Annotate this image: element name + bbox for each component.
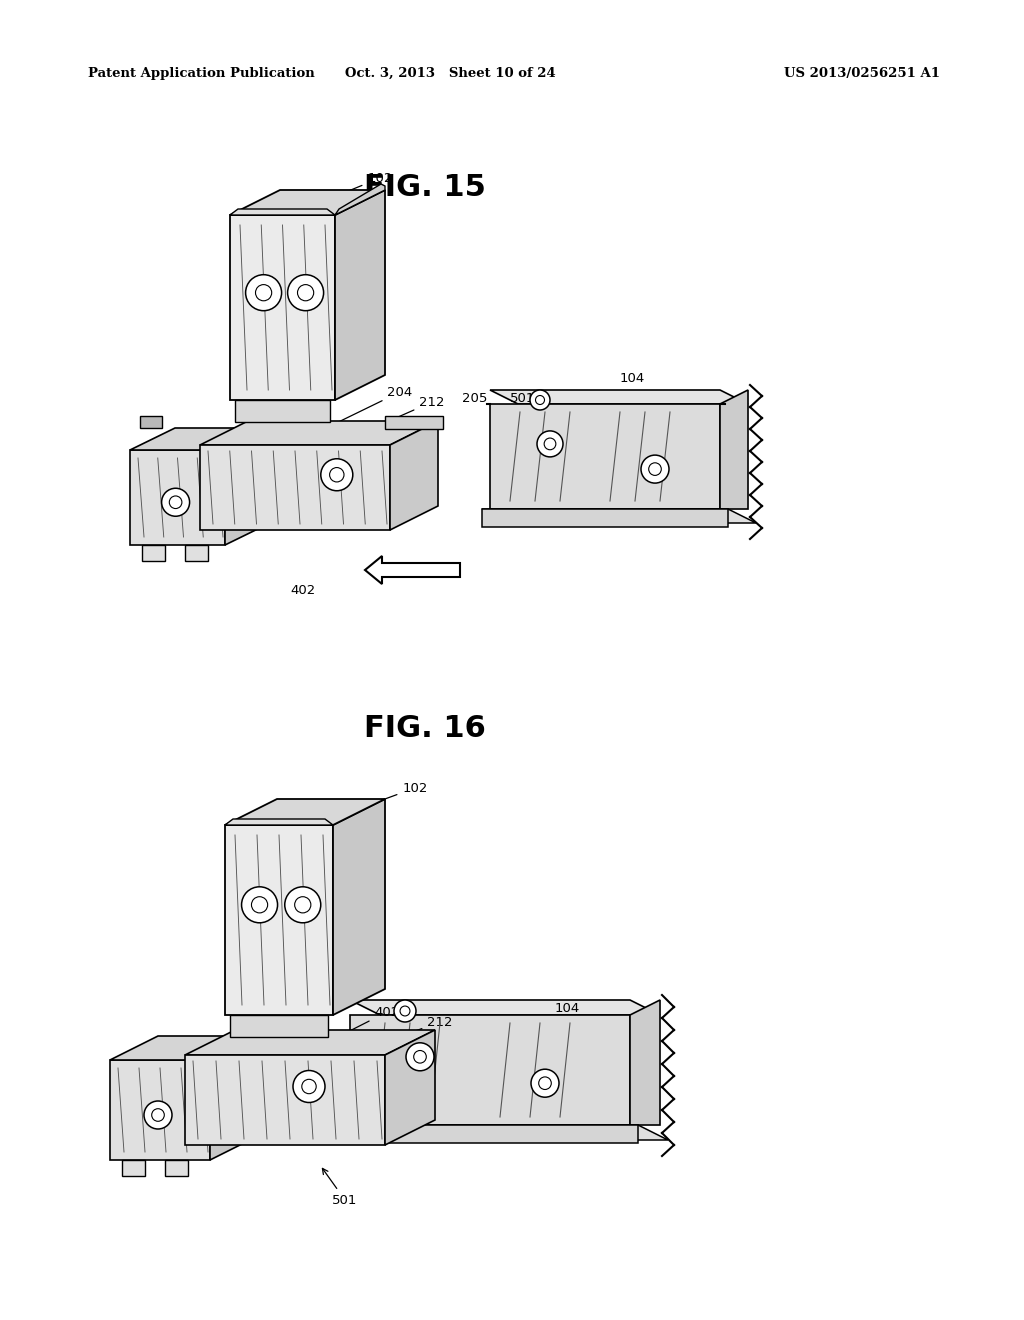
Circle shape <box>641 455 669 483</box>
Polygon shape <box>142 545 165 561</box>
Circle shape <box>330 467 344 482</box>
Circle shape <box>302 1080 316 1094</box>
Circle shape <box>406 1043 434 1071</box>
Polygon shape <box>200 421 438 445</box>
Text: FIG. 16: FIG. 16 <box>364 714 486 743</box>
Text: 102: 102 <box>294 172 392 214</box>
Polygon shape <box>185 1055 385 1144</box>
Polygon shape <box>185 545 208 561</box>
Text: Oct. 3, 2013   Sheet 10 of 24: Oct. 3, 2013 Sheet 10 of 24 <box>345 67 555 79</box>
Text: 212: 212 <box>389 1015 453 1041</box>
Text: 501: 501 <box>510 392 536 404</box>
Circle shape <box>169 496 182 508</box>
Circle shape <box>288 275 324 310</box>
Polygon shape <box>130 450 225 545</box>
Circle shape <box>394 1001 416 1022</box>
Polygon shape <box>230 209 335 215</box>
Polygon shape <box>335 190 385 400</box>
Polygon shape <box>365 556 460 583</box>
Circle shape <box>530 389 550 411</box>
Polygon shape <box>225 799 385 825</box>
Polygon shape <box>490 389 748 404</box>
Polygon shape <box>140 416 162 428</box>
Polygon shape <box>342 1125 668 1140</box>
Circle shape <box>531 1069 559 1097</box>
Text: US 2013/0256251 A1: US 2013/0256251 A1 <box>784 67 940 79</box>
Circle shape <box>285 887 321 923</box>
Polygon shape <box>200 445 390 531</box>
Circle shape <box>544 438 556 450</box>
Text: FIG. 15: FIG. 15 <box>364 173 486 202</box>
Circle shape <box>242 887 278 923</box>
Circle shape <box>252 896 267 913</box>
Text: 204: 204 <box>326 385 413 428</box>
Text: 104: 104 <box>555 1002 581 1015</box>
Circle shape <box>152 1109 164 1121</box>
Text: 102: 102 <box>304 781 428 829</box>
Polygon shape <box>335 183 385 215</box>
Text: Patent Application Publication: Patent Application Publication <box>88 67 314 79</box>
Text: 205: 205 <box>462 392 487 404</box>
Polygon shape <box>342 1125 638 1143</box>
Polygon shape <box>230 215 335 400</box>
Polygon shape <box>630 1001 660 1125</box>
Text: 501: 501 <box>323 1168 357 1206</box>
Polygon shape <box>333 799 385 1015</box>
Circle shape <box>298 285 313 301</box>
Circle shape <box>537 430 563 457</box>
Polygon shape <box>350 1001 660 1015</box>
Circle shape <box>246 275 282 310</box>
Polygon shape <box>210 1036 258 1160</box>
Polygon shape <box>110 1060 210 1160</box>
Circle shape <box>256 285 271 301</box>
Polygon shape <box>482 510 728 527</box>
Polygon shape <box>110 1036 258 1060</box>
Polygon shape <box>390 421 438 531</box>
Circle shape <box>400 1006 410 1016</box>
Polygon shape <box>225 825 333 1015</box>
Polygon shape <box>385 1030 435 1144</box>
Text: 402: 402 <box>326 1006 399 1043</box>
Polygon shape <box>225 428 270 545</box>
Circle shape <box>144 1101 172 1129</box>
Circle shape <box>295 896 311 913</box>
Polygon shape <box>225 818 333 825</box>
Polygon shape <box>130 428 270 450</box>
Polygon shape <box>185 1030 435 1055</box>
Circle shape <box>162 488 189 516</box>
Polygon shape <box>720 389 748 510</box>
Polygon shape <box>234 400 330 422</box>
Polygon shape <box>350 1015 630 1125</box>
Polygon shape <box>165 1160 188 1176</box>
Polygon shape <box>230 190 385 215</box>
Polygon shape <box>490 404 720 510</box>
Text: 212: 212 <box>384 396 444 424</box>
Circle shape <box>414 1051 426 1063</box>
Circle shape <box>648 463 662 475</box>
Polygon shape <box>482 510 756 523</box>
Text: 104: 104 <box>620 371 645 384</box>
Polygon shape <box>230 1015 328 1038</box>
Polygon shape <box>122 1160 145 1176</box>
Polygon shape <box>385 416 443 429</box>
Circle shape <box>321 459 353 491</box>
Circle shape <box>536 396 545 404</box>
Text: 402: 402 <box>290 583 315 597</box>
Circle shape <box>539 1077 551 1089</box>
Circle shape <box>293 1071 325 1102</box>
